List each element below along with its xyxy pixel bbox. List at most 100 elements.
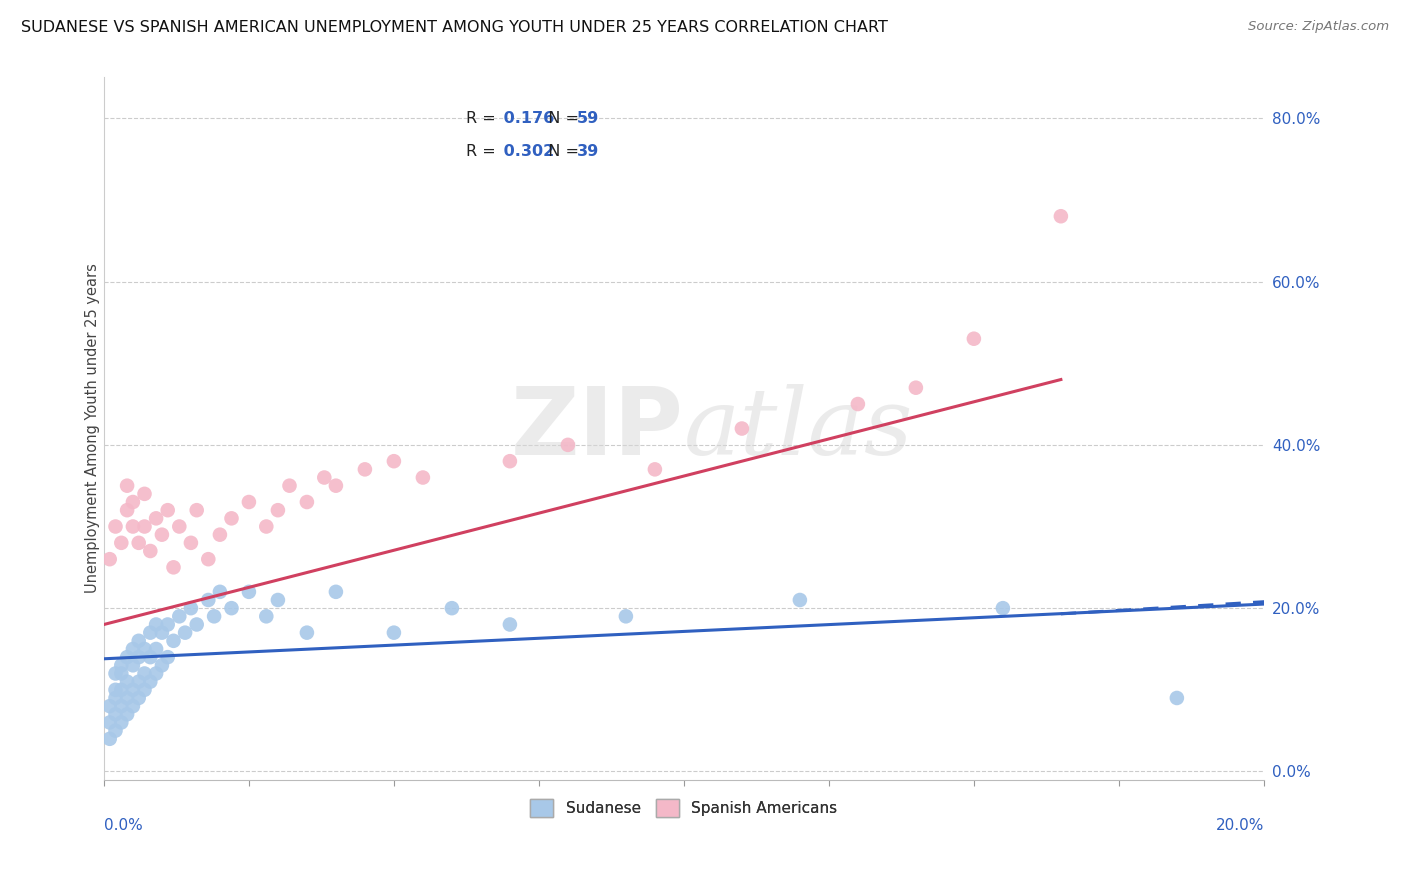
Point [412, 470, 434, 484]
Point [325, 478, 347, 492]
Point [115, 503, 138, 517]
Point [174, 625, 197, 640]
Point [354, 462, 377, 476]
Point [122, 519, 145, 533]
Point [162, 633, 184, 648]
Point [139, 625, 162, 640]
Point [169, 609, 191, 624]
Point [134, 487, 156, 501]
Point [122, 682, 145, 697]
Point [499, 454, 522, 468]
Point [110, 699, 132, 714]
Point [150, 527, 173, 541]
Point [98, 715, 121, 730]
Point [440, 601, 463, 615]
Point [614, 609, 637, 624]
Point [197, 552, 219, 566]
Point [731, 421, 754, 435]
Point [557, 438, 579, 452]
Point [156, 503, 179, 517]
Text: N =: N = [537, 144, 583, 159]
Point [197, 593, 219, 607]
Point [156, 650, 179, 665]
Text: 59: 59 [578, 111, 599, 126]
Point [162, 560, 184, 574]
Point [110, 682, 132, 697]
Point [145, 617, 167, 632]
Point [382, 625, 405, 640]
Point [295, 625, 318, 640]
Point [115, 478, 138, 492]
Point [1050, 209, 1073, 223]
Point [169, 519, 191, 533]
Point [295, 495, 318, 509]
Point [499, 617, 522, 632]
Point [221, 601, 243, 615]
Point [115, 650, 138, 665]
Point [238, 495, 260, 509]
Point [325, 584, 347, 599]
Point [145, 642, 167, 657]
Point [128, 650, 150, 665]
Point [134, 682, 156, 697]
Point [104, 690, 127, 705]
Point [104, 707, 127, 722]
Point [254, 519, 277, 533]
Point [180, 601, 202, 615]
Text: SUDANESE VS SPANISH AMERICAN UNEMPLOYMENT AMONG YOUTH UNDER 25 YEARS CORRELATION: SUDANESE VS SPANISH AMERICAN UNEMPLOYMEN… [21, 20, 889, 35]
Point [278, 478, 301, 492]
Point [110, 666, 132, 681]
Point [104, 723, 127, 738]
Point [1166, 690, 1188, 705]
Text: ZIP: ZIP [510, 383, 683, 475]
Point [115, 674, 138, 689]
Text: N =: N = [537, 111, 583, 126]
Point [110, 536, 132, 550]
Text: 20.0%: 20.0% [1216, 818, 1264, 833]
Point [208, 584, 231, 599]
Text: Source: ZipAtlas.com: Source: ZipAtlas.com [1249, 20, 1389, 33]
Point [267, 593, 290, 607]
Text: 0.302: 0.302 [498, 144, 554, 159]
Point [139, 544, 162, 558]
Point [150, 658, 173, 673]
Point [115, 690, 138, 705]
Point [382, 454, 405, 468]
Point [314, 470, 336, 484]
Point [267, 503, 290, 517]
Point [134, 666, 156, 681]
Text: R =: R = [465, 111, 501, 126]
Point [110, 715, 132, 730]
Point [122, 642, 145, 657]
Point [208, 527, 231, 541]
Point [134, 642, 156, 657]
Point [98, 699, 121, 714]
Point [122, 699, 145, 714]
Point [254, 609, 277, 624]
Point [98, 731, 121, 746]
Point [963, 332, 986, 346]
Point [110, 658, 132, 673]
Text: atlas: atlas [683, 384, 914, 474]
Point [122, 658, 145, 673]
Point [202, 609, 225, 624]
Text: 39: 39 [578, 144, 599, 159]
Point [134, 519, 156, 533]
Point [128, 633, 150, 648]
Point [186, 617, 208, 632]
Point [128, 536, 150, 550]
Point [98, 552, 121, 566]
Text: 0.176: 0.176 [498, 111, 554, 126]
Point [122, 495, 145, 509]
Point [789, 593, 811, 607]
Point [145, 511, 167, 525]
Legend: Sudanese, Spanish Americans: Sudanese, Spanish Americans [523, 792, 845, 824]
Point [104, 666, 127, 681]
Point [991, 601, 1014, 615]
Point [846, 397, 869, 411]
Point [145, 666, 167, 681]
Point [644, 462, 666, 476]
Point [156, 617, 179, 632]
Point [104, 519, 127, 533]
Point [115, 707, 138, 722]
